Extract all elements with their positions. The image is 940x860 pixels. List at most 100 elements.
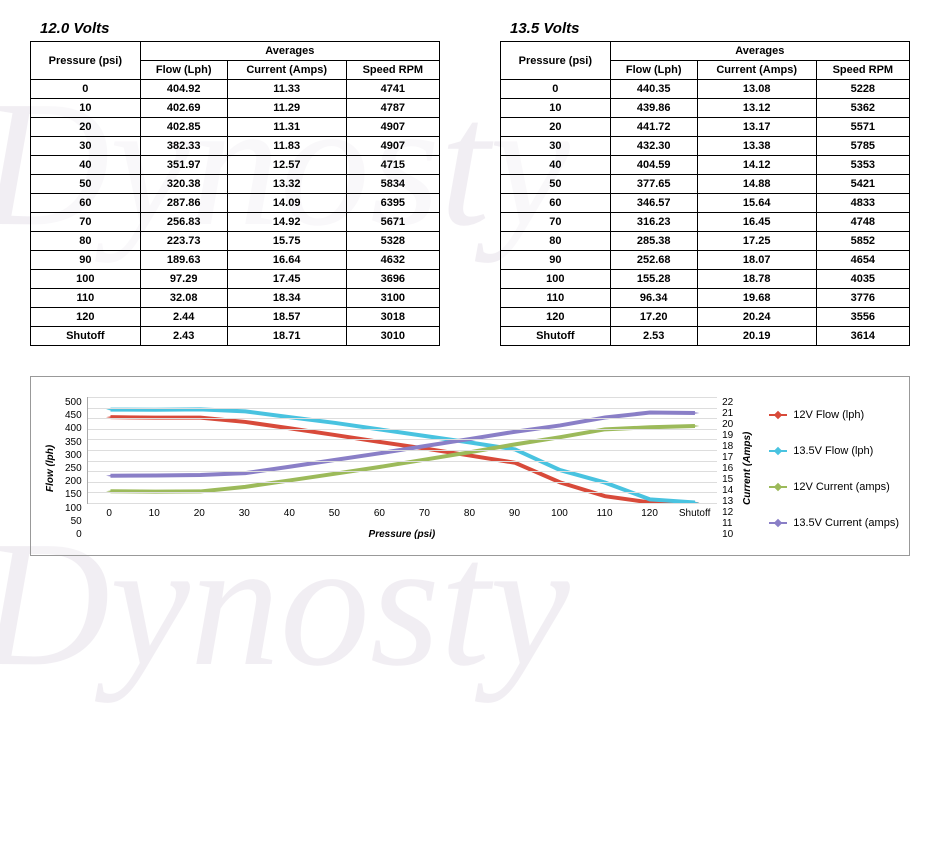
group-header: Averages <box>140 42 439 61</box>
cell: 14.09 <box>227 194 346 213</box>
tick: 100 <box>537 508 582 519</box>
table-row: 10097.2917.453696 <box>31 270 440 289</box>
cell: 96.34 <box>610 289 697 308</box>
cell: 3776 <box>816 289 909 308</box>
cell: 20.19 <box>697 327 816 346</box>
cell: 189.63 <box>140 251 227 270</box>
cell: 252.68 <box>610 251 697 270</box>
cell: 402.69 <box>140 99 227 118</box>
table-row: 10402.6911.294787 <box>31 99 440 118</box>
col-flow: Flow (Lph) <box>610 61 697 80</box>
tick: 10 <box>722 529 733 540</box>
cell: 17.45 <box>227 270 346 289</box>
cell: 50 <box>31 175 141 194</box>
tick: 30 <box>222 508 267 519</box>
cell: 10 <box>501 99 611 118</box>
legend-label: 12V Current (amps) <box>793 481 890 493</box>
cell: 346.57 <box>610 194 697 213</box>
tick: 70 <box>402 508 447 519</box>
cell: 5785 <box>816 137 909 156</box>
cell: 3696 <box>346 270 439 289</box>
tick: 400 <box>65 423 82 434</box>
legend-swatch <box>769 414 787 416</box>
cell: 120 <box>501 308 611 327</box>
cell: 0 <box>501 80 611 99</box>
tick: 21 <box>722 408 733 419</box>
legend-item: 13.5V Flow (lph) <box>769 445 899 457</box>
y-axis-left-label: Flow (lph) <box>41 397 60 540</box>
cell: 90 <box>31 251 141 270</box>
tick: 50 <box>312 508 357 519</box>
cell: 404.92 <box>140 80 227 99</box>
cell: 14.92 <box>227 213 346 232</box>
legend-item: 12V Current (amps) <box>769 481 899 493</box>
cell: 5353 <box>816 156 909 175</box>
table-row: 100155.2818.784035 <box>501 270 910 289</box>
x-axis-ticks: 0102030405060708090100110120Shutoff <box>87 508 717 519</box>
table-row: 90189.6316.644632 <box>31 251 440 270</box>
cell: 441.72 <box>610 118 697 137</box>
table-row: Shutoff2.5320.193614 <box>501 327 910 346</box>
cell: 16.45 <box>697 213 816 232</box>
y-axis-right-ticks: 22212019181716151413121110 <box>717 397 738 540</box>
table-row: 60287.8614.096395 <box>31 194 440 213</box>
table-row: 20441.7213.175571 <box>501 118 910 137</box>
cell: 60 <box>501 194 611 213</box>
tick: 200 <box>65 476 82 487</box>
legend-label: 13.5V Current (amps) <box>793 517 899 529</box>
tick: 16 <box>722 463 733 474</box>
tick: 350 <box>65 437 82 448</box>
table-row: Shutoff2.4318.713010 <box>31 327 440 346</box>
table-row: 40404.5914.125353 <box>501 156 910 175</box>
col-pressure: Pressure (psi) <box>501 42 611 80</box>
legend-item: 13.5V Current (amps) <box>769 517 899 529</box>
cell: 5421 <box>816 175 909 194</box>
cell: 16.64 <box>227 251 346 270</box>
cell: 30 <box>501 137 611 156</box>
table-row: 10439.8613.125362 <box>501 99 910 118</box>
cell: 20 <box>31 118 141 137</box>
cell: 60 <box>31 194 141 213</box>
legend-swatch <box>769 486 787 488</box>
cell: 17.25 <box>697 232 816 251</box>
cell: 256.83 <box>140 213 227 232</box>
cell: 3010 <box>346 327 439 346</box>
table-row: 30432.3013.385785 <box>501 137 910 156</box>
tick: 50 <box>65 516 82 527</box>
cell: 14.12 <box>697 156 816 175</box>
cell: 11.31 <box>227 118 346 137</box>
data-table-13-5v: Pressure (psi) Averages Flow (Lph) Curre… <box>500 41 910 346</box>
cell: 4907 <box>346 137 439 156</box>
tick: 22 <box>722 397 733 408</box>
table-row: 11096.3419.683776 <box>501 289 910 308</box>
cell: 15.75 <box>227 232 346 251</box>
tick: 11 <box>722 518 733 529</box>
chart-legend: 12V Flow (lph)13.5V Flow (lph)12V Curren… <box>757 397 899 540</box>
cell: 287.86 <box>140 194 227 213</box>
table-row: 12017.2020.243556 <box>501 308 910 327</box>
table-row: 11032.0818.343100 <box>31 289 440 308</box>
table-row: 70256.8314.925671 <box>31 213 440 232</box>
table-12v: 12.0 Volts Pressure (psi) Averages Flow … <box>30 20 440 346</box>
cell: 432.30 <box>610 137 697 156</box>
cell: 4787 <box>346 99 439 118</box>
cell: 13.08 <box>697 80 816 99</box>
cell: 404.59 <box>610 156 697 175</box>
cell: 13.12 <box>697 99 816 118</box>
tick: 10 <box>132 508 177 519</box>
tick: 13 <box>722 496 733 507</box>
cell: 11.29 <box>227 99 346 118</box>
cell: 40 <box>31 156 141 175</box>
col-flow: Flow (Lph) <box>140 61 227 80</box>
tick: 12 <box>722 507 733 518</box>
cell: 5328 <box>346 232 439 251</box>
cell: 19.68 <box>697 289 816 308</box>
cell: 18.71 <box>227 327 346 346</box>
table-row: 70316.2316.454748 <box>501 213 910 232</box>
y-axis-left-ticks: 500450400350300250200150100500 <box>60 397 87 540</box>
cell: 18.57 <box>227 308 346 327</box>
cell: 4715 <box>346 156 439 175</box>
cell: 5228 <box>816 80 909 99</box>
cell: 70 <box>501 213 611 232</box>
cell: 80 <box>31 232 141 251</box>
